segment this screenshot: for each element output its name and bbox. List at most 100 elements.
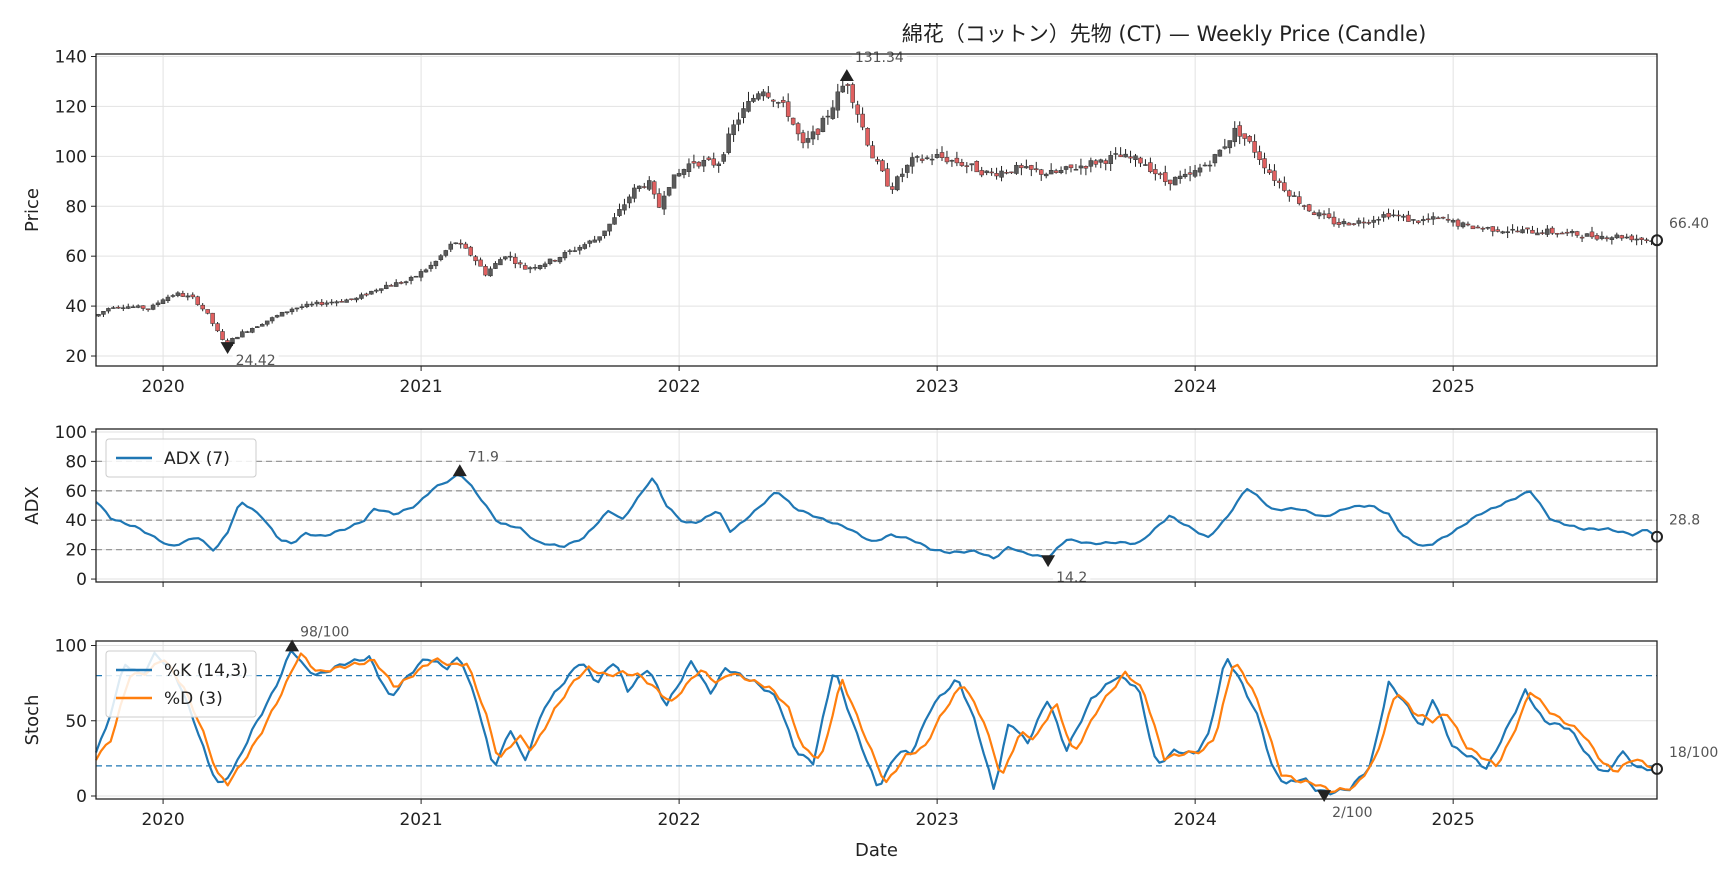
candle-body bbox=[1038, 169, 1044, 175]
candle-body bbox=[1540, 232, 1545, 234]
candle-body bbox=[622, 204, 627, 211]
candle-body bbox=[1048, 169, 1054, 175]
adx-y-tick-label: 40 bbox=[65, 511, 87, 531]
candle-body bbox=[150, 304, 156, 310]
candle-body bbox=[1287, 190, 1292, 197]
adx-last-label-bg bbox=[1666, 511, 1704, 530]
candle-body bbox=[359, 294, 364, 299]
adx-max-label-bg bbox=[464, 448, 502, 467]
candle-body bbox=[815, 128, 821, 135]
candle-body bbox=[1277, 180, 1282, 183]
stoch-x-tick-label: 2024 bbox=[1174, 810, 1217, 830]
candle-body bbox=[433, 260, 439, 267]
candle-body bbox=[691, 161, 697, 164]
stoch-min-label: 2/100 bbox=[1332, 805, 1372, 821]
candle-body bbox=[1450, 220, 1456, 223]
candle-body bbox=[1381, 214, 1386, 218]
candle-body bbox=[875, 159, 880, 162]
candle-body bbox=[493, 263, 498, 269]
candle-body bbox=[185, 295, 191, 298]
candle-body bbox=[250, 328, 255, 333]
candle-body bbox=[264, 320, 270, 325]
candle-body bbox=[180, 293, 186, 297]
candle-body bbox=[627, 196, 632, 204]
candle-body bbox=[766, 92, 771, 98]
candle-body bbox=[1009, 171, 1014, 174]
candle-body bbox=[552, 259, 558, 262]
candle-body bbox=[1034, 168, 1039, 171]
candle-body bbox=[1138, 157, 1143, 164]
candle-body bbox=[1465, 223, 1471, 226]
candle-body bbox=[463, 243, 468, 249]
adx-min-marker bbox=[1041, 555, 1056, 568]
candle-body bbox=[1153, 169, 1158, 175]
adx-y-tick-label: 100 bbox=[55, 423, 87, 443]
stoch-max-marker bbox=[285, 639, 300, 652]
candle-body bbox=[344, 299, 349, 303]
candle-body bbox=[527, 267, 533, 270]
adx-legend-entry: ADX (7) bbox=[164, 449, 230, 469]
price-max-label: 131.34 bbox=[855, 50, 904, 66]
candle-body bbox=[145, 308, 151, 311]
candle-body bbox=[939, 152, 945, 158]
candle-body bbox=[761, 91, 766, 97]
candle-body bbox=[1227, 140, 1233, 149]
candle-body bbox=[984, 170, 989, 174]
candle-body bbox=[974, 161, 979, 173]
candle-body bbox=[1222, 146, 1228, 149]
candle-body bbox=[1098, 159, 1104, 163]
candle-body bbox=[795, 123, 801, 135]
candle-body bbox=[473, 256, 478, 262]
price-y-tick-label: 120 bbox=[55, 97, 87, 117]
candle-body bbox=[1128, 156, 1133, 159]
candle-body bbox=[1297, 196, 1302, 204]
candle-body bbox=[845, 84, 850, 86]
candle-body bbox=[458, 242, 463, 245]
stoch-x-tick-label: 2022 bbox=[657, 810, 700, 830]
candle-body bbox=[1634, 238, 1639, 241]
candle-body bbox=[369, 290, 374, 295]
candle-body bbox=[577, 246, 583, 251]
candle-body bbox=[96, 314, 101, 317]
candle-body bbox=[567, 250, 573, 252]
candle-body bbox=[1167, 179, 1173, 185]
price-panel: 2020 2021 2022 2023 2024 2025 20 40 60 80 100 120 14… bbox=[22, 47, 1713, 397]
candle-body bbox=[1411, 219, 1416, 221]
adx-y-tick-label: 20 bbox=[65, 541, 87, 561]
candle-body bbox=[393, 282, 399, 287]
candle-body bbox=[374, 289, 379, 292]
candle-body bbox=[101, 311, 106, 315]
candle-body bbox=[111, 307, 116, 309]
candle-body bbox=[696, 161, 702, 167]
candle-body bbox=[135, 305, 141, 308]
candle-body bbox=[1093, 160, 1099, 165]
candle-body bbox=[1247, 136, 1252, 142]
candle-body bbox=[1430, 216, 1436, 220]
candle-body bbox=[1341, 221, 1347, 225]
candle-body bbox=[1500, 231, 1505, 234]
candle-body bbox=[255, 326, 260, 329]
candle-body bbox=[235, 336, 240, 340]
candle-body bbox=[190, 294, 196, 298]
candle-body bbox=[721, 154, 726, 162]
candle-body bbox=[1559, 232, 1565, 235]
candle-body bbox=[1197, 167, 1203, 173]
candle-body bbox=[289, 308, 295, 313]
candle-body bbox=[1172, 176, 1178, 186]
candle-body bbox=[979, 170, 984, 176]
candle-body bbox=[929, 158, 935, 161]
candle-body bbox=[200, 304, 205, 310]
candle-body bbox=[686, 163, 692, 172]
candle-body bbox=[1331, 216, 1337, 225]
price-y-tick-label: 100 bbox=[55, 147, 87, 167]
candle-body bbox=[175, 292, 181, 296]
candle-body bbox=[279, 311, 285, 317]
candle-body bbox=[121, 307, 126, 309]
candle-body bbox=[1485, 227, 1491, 229]
candle-body bbox=[840, 85, 846, 93]
candle-body bbox=[711, 158, 717, 166]
candle-body bbox=[349, 298, 354, 301]
candle-body bbox=[1202, 164, 1208, 167]
candle-body bbox=[661, 195, 667, 210]
adx-last-label: 28.8 bbox=[1669, 513, 1700, 529]
